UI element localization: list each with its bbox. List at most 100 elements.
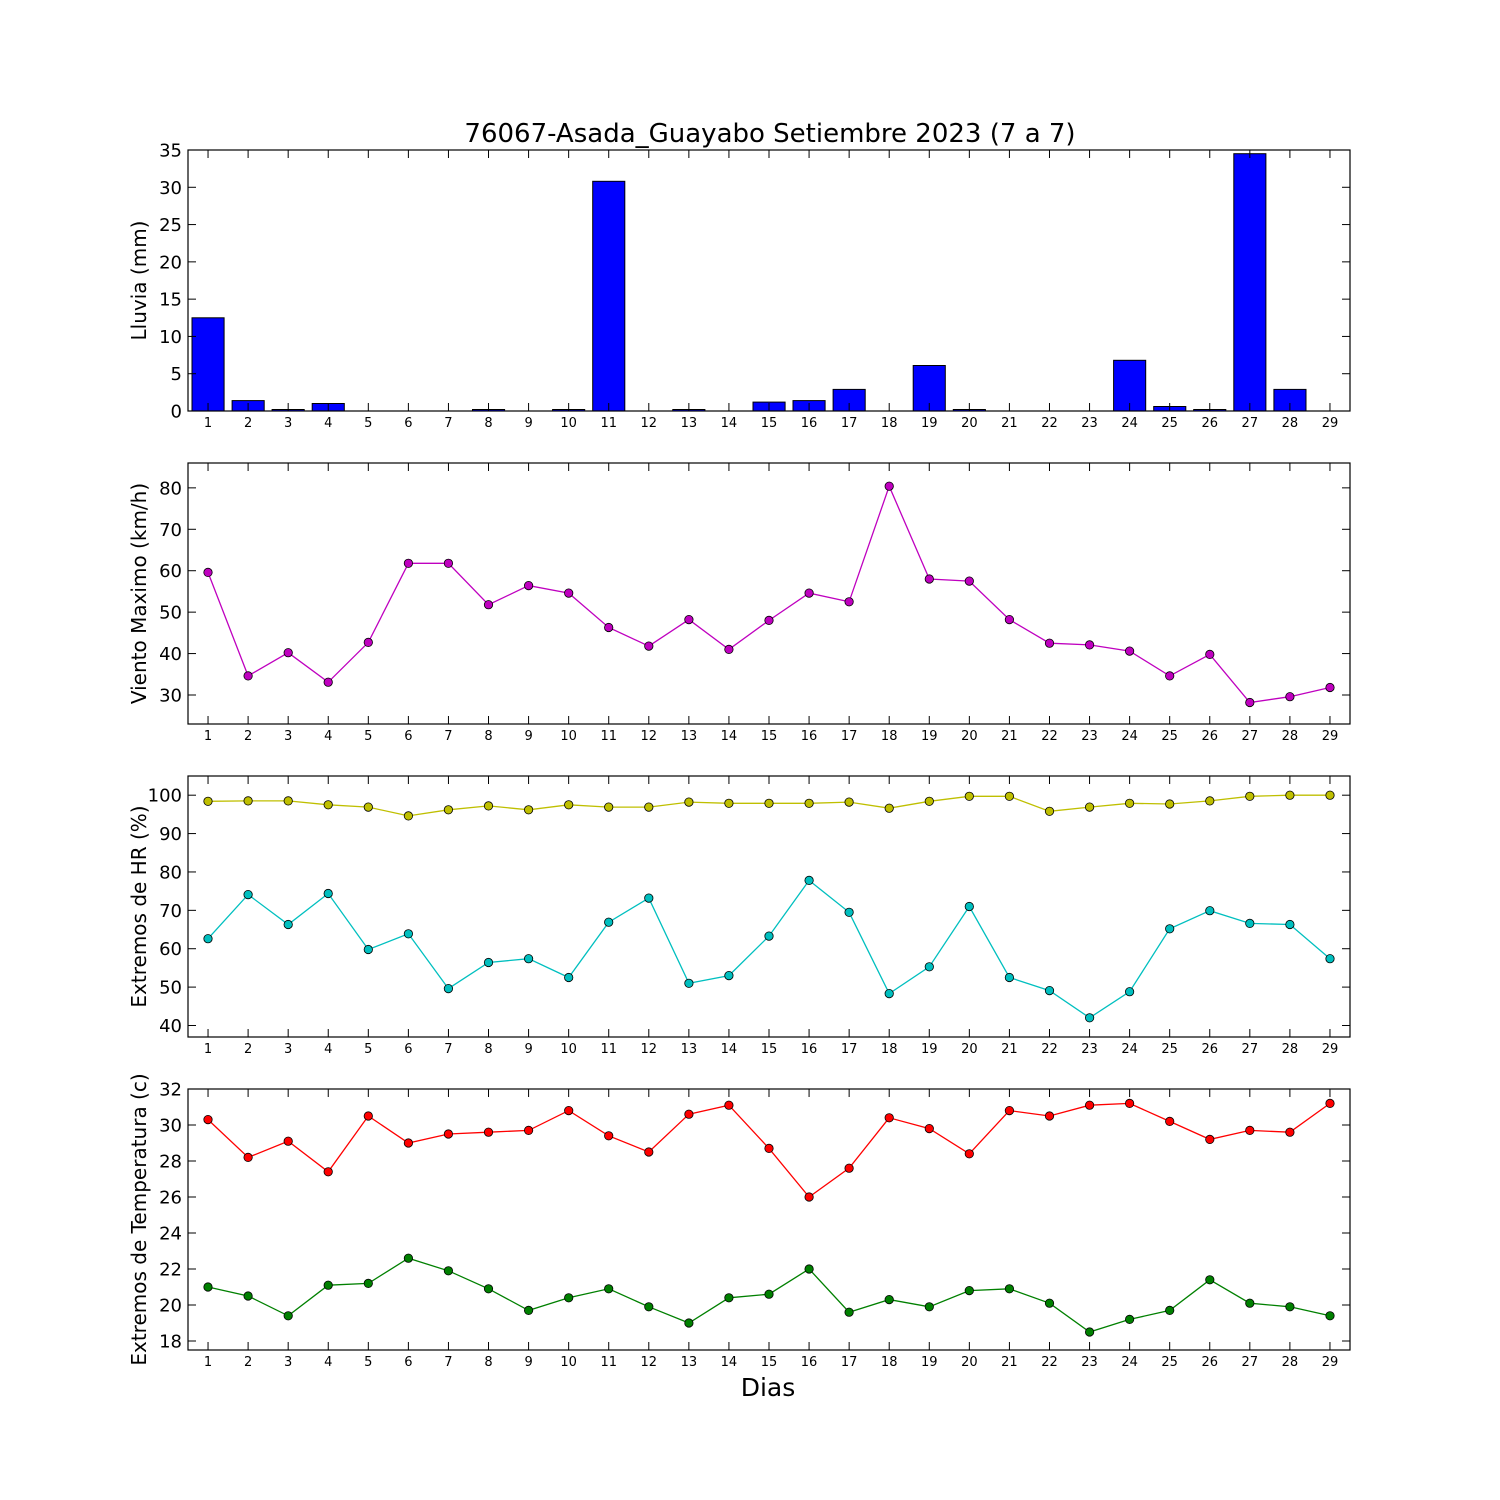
x-tick-label: 29	[1322, 1042, 1339, 1057]
series-2-point-day-24	[1125, 1314, 1135, 1325]
series-1-point-day-24	[1125, 798, 1135, 808]
x-tick-label: 17	[841, 1042, 858, 1057]
x-tick-label: 6	[404, 729, 412, 744]
series-1-point-day-14	[724, 1100, 734, 1110]
series-1-point-day-9	[523, 805, 534, 815]
x-tick-label: 15	[761, 1042, 778, 1057]
rain-bar-day-1	[191, 317, 225, 412]
x-tick-label: 2	[244, 416, 252, 431]
series-2-point-day-4	[323, 1280, 333, 1290]
x-tick-label: 14	[721, 729, 738, 744]
x-tick-label: 13	[681, 1042, 698, 1057]
chart-title: 76067-Asada_Guayabo Setiembre 2023 (7 a …	[464, 119, 1075, 149]
x-tick-label: 7	[444, 729, 452, 744]
series-2-point-day-10	[564, 1293, 574, 1303]
x-tick-label: 22	[1041, 416, 1058, 431]
series-1-point-day-4	[323, 677, 333, 687]
x-tick-label: 4	[324, 1355, 332, 1370]
x-tick-label: 26	[1201, 1355, 1218, 1370]
series-2-point-day-5	[363, 944, 373, 955]
series-2-point-day-8	[483, 957, 494, 968]
series-1-point-day-25	[1165, 1116, 1175, 1127]
series-2-point-day-7	[443, 1266, 453, 1276]
x-tick-label: 8	[484, 1042, 492, 1057]
x-tick-label: 5	[364, 416, 372, 431]
x-tick-label: 2	[244, 729, 252, 744]
series-2-point-day-14	[724, 1293, 734, 1303]
y-tick-label: 25	[159, 215, 182, 236]
x-tick-label: 18	[881, 1355, 898, 1370]
x-tick-label: 14	[721, 416, 738, 431]
series-1-point-day-7	[443, 1129, 453, 1139]
series-2-point-day-2	[243, 889, 253, 900]
series-2-point-day-12	[644, 1302, 654, 1312]
series-1-point-day-11	[604, 802, 614, 812]
series-1-point-day-26	[1205, 796, 1215, 806]
x-tick-label: 23	[1081, 1355, 1098, 1370]
x-tick-label: 26	[1201, 416, 1218, 431]
series-1-point-day-14	[724, 798, 734, 808]
series-1-point-day-3	[283, 796, 293, 806]
x-tick-label: 15	[761, 1355, 778, 1370]
x-tick-label: 8	[484, 416, 492, 431]
series-1-point-day-6	[403, 558, 413, 568]
series-1-point-day-24	[1125, 646, 1135, 656]
x-tick-label: 11	[600, 729, 617, 744]
series-1-point-day-26	[1205, 649, 1215, 660]
series-2-point-day-19	[924, 1302, 934, 1312]
series-2-point-day-7	[443, 983, 453, 994]
x-tick-label: 13	[681, 1355, 698, 1370]
x-tick-label: 17	[841, 1355, 858, 1370]
series-1-point-day-29	[1325, 682, 1335, 693]
x-tick-label: 7	[444, 416, 452, 431]
x-tick-label: 3	[284, 416, 292, 431]
series-2-point-day-21	[1004, 1284, 1015, 1294]
x-tick-label: 11	[600, 1042, 617, 1057]
series-1-point-day-17	[844, 797, 854, 807]
series-1-point-day-13	[684, 1109, 694, 1119]
x-tick-label: 24	[1121, 1042, 1138, 1057]
series-2-point-day-25	[1165, 924, 1175, 934]
y-tick-label: 5	[171, 364, 182, 385]
series-1-point-day-7	[443, 558, 453, 568]
x-tick-label: 21	[1001, 416, 1018, 431]
series-1-point-day-12	[644, 1147, 654, 1157]
y-tick-label: 28	[159, 1152, 182, 1173]
series-1-point-day-18	[884, 803, 894, 813]
x-tick-label: 6	[404, 1355, 412, 1370]
series-2-point-day-26	[1205, 1275, 1215, 1285]
series-1-point-day-25	[1165, 799, 1175, 809]
series-2-point-day-6	[403, 1253, 413, 1263]
series-1-point-day-3	[283, 648, 293, 658]
series-1-point-day-13	[684, 614, 694, 625]
x-tick-label: 1	[204, 1355, 212, 1370]
x-tick-label: 15	[761, 729, 778, 744]
y-tick-label: 24	[159, 1224, 182, 1245]
series-2-point-day-3	[283, 919, 293, 930]
series-1-point-day-2	[243, 796, 253, 806]
x-tick-label: 21	[1001, 729, 1018, 744]
series-1-point-day-6	[403, 811, 413, 821]
series-1-point-day-27	[1245, 1125, 1255, 1136]
x-tick-label: 9	[524, 1355, 532, 1370]
x-tick-label: 4	[324, 729, 332, 744]
series-1-point-day-5	[363, 1111, 373, 1121]
x-tick-label: 2	[244, 1355, 252, 1370]
y-axis-label: Viento Maximo (km/h)	[127, 483, 151, 704]
series-2-point-day-12	[644, 893, 654, 903]
x-tick-label: 27	[1242, 1042, 1259, 1057]
x-tick-label: 23	[1081, 1042, 1098, 1057]
series-1-point-day-5	[363, 802, 373, 812]
x-tick-label: 24	[1121, 416, 1138, 431]
x-tick-label: 27	[1242, 729, 1259, 744]
series-2-point-day-26	[1205, 906, 1215, 916]
series-2-point-day-16	[804, 875, 814, 886]
x-tick-label: 24	[1121, 1355, 1138, 1370]
x-tick-label: 7	[444, 1355, 452, 1370]
series-1-point-day-14	[724, 644, 734, 655]
y-tick-label: 30	[159, 178, 182, 199]
x-tick-label: 10	[560, 416, 577, 431]
